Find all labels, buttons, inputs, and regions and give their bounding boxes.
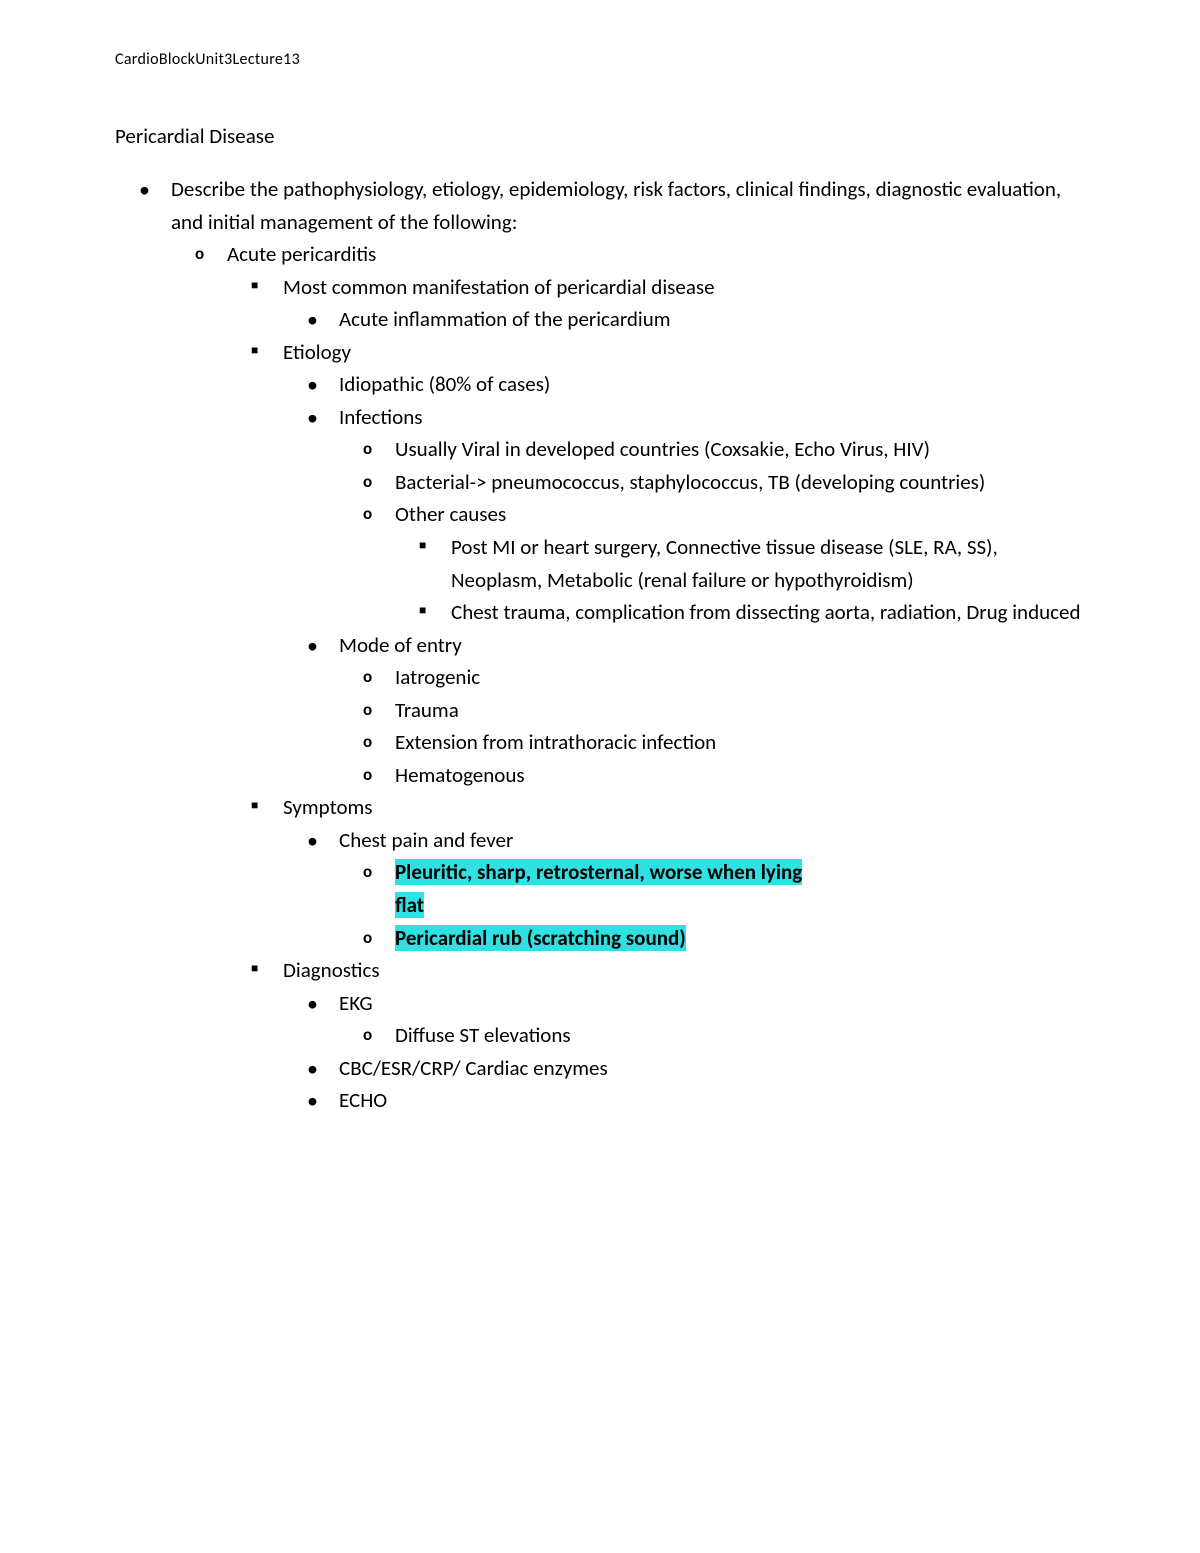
list-text: Other causes [395,501,506,527]
list-text: CBC/ESR/CRP/ Cardiac enzymes [339,1055,608,1081]
list-item: Hematogenous [339,759,1085,792]
list-text: Diffuse ST elevations [395,1022,571,1048]
list-text: Acute inflammation of the pericardium [339,306,671,332]
list-item: Pleuritic, sharp, retrosternal, worse wh… [339,856,1085,921]
highlighted-text: flat [395,892,424,918]
list-item: Post MI or heart surgery, Connective tis… [395,531,1085,596]
list-item: Most common manifestation of pericardial… [227,271,1085,336]
list-text: Extension from intrathoracic infection [395,729,716,755]
list-text: Idiopathic (80% of cases) [339,371,550,397]
list-item: Chest trauma, complication from dissecti… [395,596,1085,629]
list-item: Diffuse ST elevations [339,1019,1085,1052]
highlighted-text: Pleuritic, sharp, retrosternal, worse wh… [395,859,802,885]
list-text: Describe the pathophysiology, etiology, … [171,176,1061,235]
list-item: Chest pain and fever Pleuritic, sharp, r… [283,824,1085,954]
list-item: Trauma [339,694,1085,727]
document-body: Describe the pathophysiology, etiology, … [115,173,1085,1117]
list-text: EKG [339,990,373,1016]
list-item: EKG Diffuse ST elevations [283,987,1085,1052]
list-text: Chest pain and fever [339,827,513,853]
list-text: Bacterial-> pneumococcus, staphylococcus… [395,469,985,495]
list-item: Diagnostics EKG Diffuse ST elevations [227,954,1085,1117]
list-text: Iatrogenic [395,664,480,690]
highlighted-text: Pericardial rub (scratching sound) [395,925,686,951]
list-text: Infections [339,404,422,430]
list-item: Etiology Idiopathic (80% of cases) Infec… [227,336,1085,792]
list-text: Acute pericarditis [227,241,376,267]
list-text: Diagnostics [283,957,380,983]
list-text: Trauma [395,697,459,723]
list-text: Etiology [283,339,351,365]
list-item: Infections Usually Viral in developed co… [283,401,1085,629]
list-item: Acute pericarditis Most common manifesta… [171,238,1085,1117]
list-text: Chest trauma, complication from dissecti… [451,599,1081,625]
list-item: Symptoms Chest pain and fever Pleuritic,… [227,791,1085,954]
list-item: ECHO [283,1084,1085,1117]
list-item: CBC/ESR/CRP/ Cardiac enzymes [283,1052,1085,1085]
document-page: CardioBlockUnit3Lecture13 Pericardial Di… [0,0,1200,1177]
list-text: Hematogenous [395,762,525,788]
list-text: Most common manifestation of pericardial… [283,274,715,300]
list-item: Describe the pathophysiology, etiology, … [115,173,1085,1117]
list-text: Mode of entry [339,632,462,658]
list-item: Bacterial-> pneumococcus, staphylococcus… [339,466,1085,499]
list-text: ECHO [339,1087,387,1113]
list-item: Acute inflammation of the pericardium [283,303,1085,336]
list-item: Iatrogenic [339,661,1085,694]
document-title: Pericardial Disease [115,123,1085,149]
list-text: Post MI or heart surgery, Connective tis… [451,534,998,593]
list-item: Extension from intrathoracic infection [339,726,1085,759]
list-text: Symptoms [283,794,373,820]
list-item: Pericardial rub (scratching sound) [339,922,1085,955]
list-item: Other causes Post MI or heart surgery, C… [339,498,1085,628]
list-text: Usually Viral in developed countries (Co… [395,436,930,462]
list-item: Usually Viral in developed countries (Co… [339,433,1085,466]
list-item: Idiopathic (80% of cases) [283,368,1085,401]
list-item: Mode of entry Iatrogenic Trauma [283,629,1085,792]
page-header: CardioBlockUnit3Lecture13 [115,50,1085,69]
